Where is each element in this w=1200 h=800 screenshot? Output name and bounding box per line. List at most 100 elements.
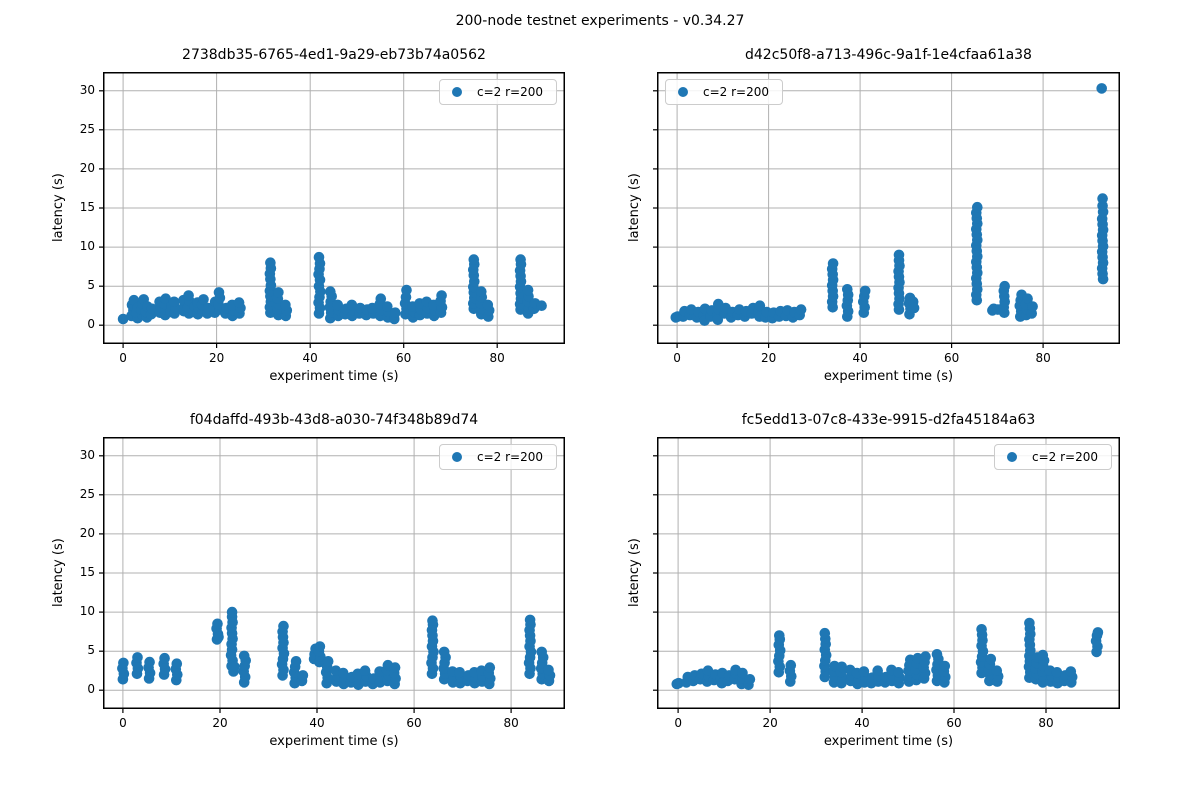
data-point <box>920 651 931 662</box>
axes-spine <box>103 437 565 709</box>
data-point <box>476 286 487 297</box>
data-point <box>325 286 336 297</box>
data-point <box>484 662 496 673</box>
x-tick-label: 0 <box>673 351 681 365</box>
legend-label: c=2 r=200 <box>477 85 543 99</box>
data-point <box>265 257 276 268</box>
x-axis-label: experiment time (s) <box>823 734 954 749</box>
tick-marks <box>99 455 512 713</box>
y-tick-label: 15 <box>79 200 95 214</box>
y-tick-label: 25 <box>79 121 95 136</box>
subplot-bottom-right: fc5edd13-07c8-433e-9915-d2fa45184a63 lat… <box>627 412 1120 749</box>
y-tick-label: 30 <box>79 82 95 97</box>
legend-label: c=2 r=200 <box>1032 450 1098 464</box>
legend-marker-icon <box>452 452 462 462</box>
data-point <box>212 618 223 630</box>
scatter-canvas <box>99 72 565 348</box>
x-tick-label: 20 <box>760 351 777 365</box>
x-tick-label: 80 <box>503 716 519 730</box>
scatter-points <box>117 251 547 325</box>
data-point <box>146 303 158 315</box>
scatter-canvas <box>653 72 1120 348</box>
data-point <box>238 650 250 662</box>
data-point <box>524 614 536 626</box>
data-point <box>273 287 284 298</box>
y-tick-label: 15 <box>79 565 95 579</box>
y-tick-label: 5 <box>87 278 95 293</box>
data-point <box>673 677 684 689</box>
data-point <box>836 661 848 673</box>
x-tick-label: 20 <box>212 716 228 730</box>
data-point <box>536 300 547 311</box>
data-point <box>346 299 358 311</box>
x-tick-label: 80 <box>1035 351 1051 365</box>
legend-marker-icon <box>1007 452 1017 462</box>
data-point <box>1097 193 1108 204</box>
data-point <box>198 294 209 305</box>
data-point <box>991 665 1003 676</box>
data-point <box>859 285 871 297</box>
legend-marker-icon <box>678 87 688 97</box>
data-point <box>213 631 224 643</box>
x-tick-label: 40 <box>854 716 870 730</box>
axes-spine <box>657 437 1120 709</box>
x-tick-label: 20 <box>762 716 778 730</box>
data-point <box>332 299 343 311</box>
data-point <box>390 307 401 318</box>
scatter-canvas <box>653 437 1120 713</box>
data-point <box>278 620 289 632</box>
data-point <box>522 284 534 296</box>
data-point <box>401 284 412 296</box>
x-tick-label: 80 <box>489 351 505 365</box>
y-axis-label: latency (s) <box>627 538 642 608</box>
data-point <box>382 301 393 312</box>
y-axis-label: latency (s) <box>627 173 642 243</box>
x-tick-label: 60 <box>943 351 960 365</box>
x-axis-label: experiment time (s) <box>269 369 399 384</box>
data-point <box>931 649 943 660</box>
subplot-top-right: d42c50f8-a713-496c-9a1f-1e4cfaa61a38 lat… <box>627 47 1120 384</box>
data-point <box>438 646 450 658</box>
x-tick-label: 20 <box>208 351 225 365</box>
data-point <box>972 201 983 213</box>
x-tick-label: 60 <box>406 716 422 730</box>
legend: c=2 r=200 <box>665 79 783 105</box>
data-point <box>314 641 326 652</box>
data-point <box>375 293 387 304</box>
figure-title: 200-node testnet experiments - v0.34.27 <box>455 13 745 29</box>
tick-marks <box>99 90 498 348</box>
data-point <box>536 646 547 658</box>
data-point <box>117 313 129 325</box>
x-axis-label: experiment time (s) <box>269 734 399 749</box>
data-point <box>858 666 870 677</box>
subplot-bottom-left: f04daffd-493b-43d8-a030-74f348b89d74 lat… <box>51 412 565 749</box>
data-point <box>159 652 170 664</box>
data-point <box>226 606 238 618</box>
subplot-title: 2738db35-6765-4ed1-9a29-eb73b74a0562 <box>182 47 486 63</box>
data-point <box>985 653 997 665</box>
x-axis-label: experiment time (s) <box>823 369 954 384</box>
data-point <box>322 656 334 667</box>
x-tick-label: 0 <box>119 351 127 365</box>
data-point <box>337 667 349 679</box>
legend-label: c=2 r=200 <box>477 450 543 464</box>
data-point <box>233 297 245 308</box>
data-point <box>1037 649 1049 661</box>
data-point <box>754 300 766 311</box>
data-point <box>893 249 905 261</box>
data-point <box>842 284 853 295</box>
x-tick-label: 40 <box>852 351 868 365</box>
x-tick-label: 40 <box>302 351 318 365</box>
data-point <box>1092 627 1104 638</box>
grid-lines <box>103 72 565 344</box>
subplot-title: d42c50f8-a713-496c-9a1f-1e4cfaa61a38 <box>745 47 1032 63</box>
tick-marks <box>653 455 1047 713</box>
subplot-title: fc5edd13-07c8-433e-9915-d2fa45184a63 <box>741 412 1036 428</box>
data-point <box>737 667 748 679</box>
data-point <box>744 674 756 685</box>
data-point <box>118 657 129 669</box>
data-point <box>908 302 920 314</box>
data-point <box>160 293 171 304</box>
data-point <box>229 661 240 673</box>
subplot-top-left: 2738db35-6765-4ed1-9a29-eb73b74a0562 lat… <box>51 47 565 384</box>
